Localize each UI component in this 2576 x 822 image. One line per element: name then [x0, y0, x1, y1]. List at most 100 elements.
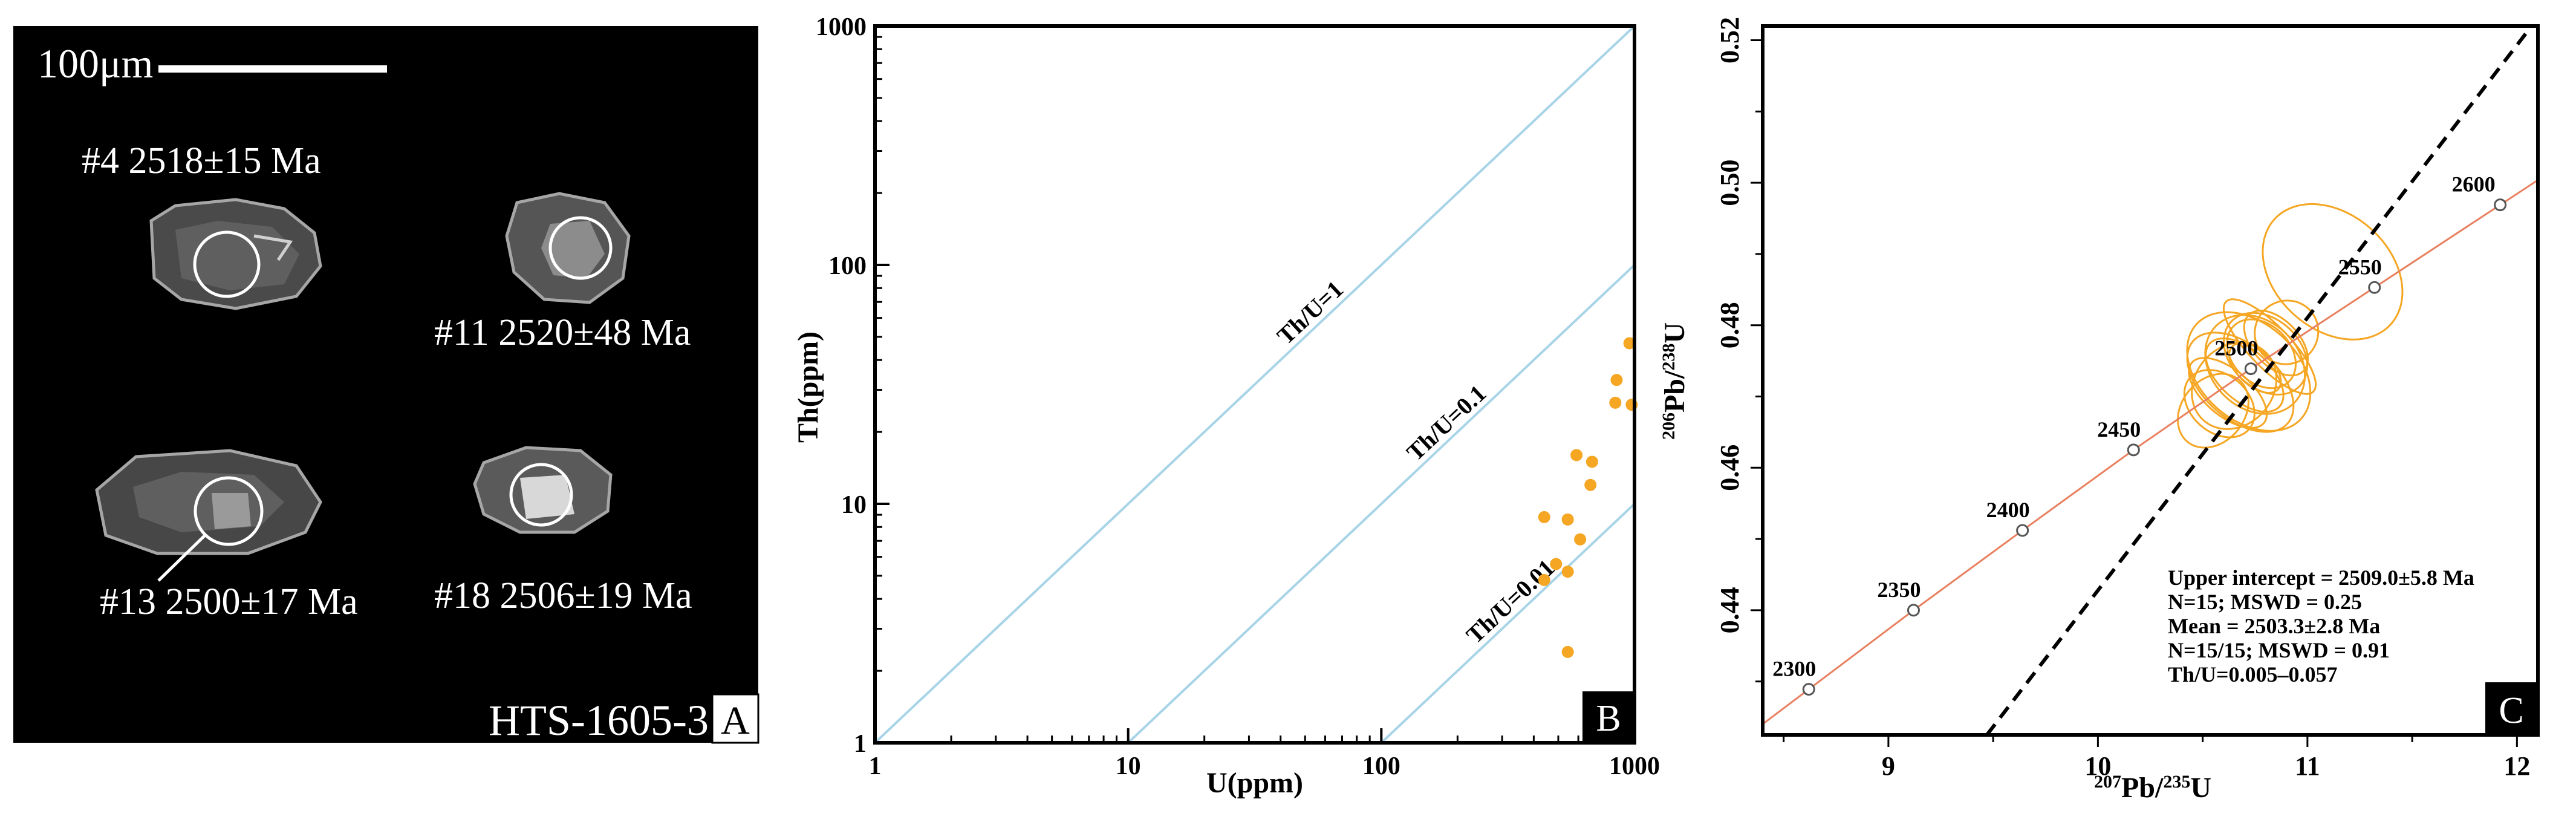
y-axis-label-sup2: 238 [1659, 344, 1679, 371]
panel-a-letter-box [711, 693, 759, 744]
reference-line-label: Th/U=0.01 [1461, 554, 1560, 649]
panel-c-frame [1761, 24, 2540, 737]
x-tick-label: 12 [2503, 751, 2530, 781]
data-point [1584, 478, 1597, 491]
y-axis-label: Th(ppm) [792, 331, 824, 443]
analysis-spot-4 [193, 230, 261, 298]
analysis-spot-13 [194, 476, 264, 546]
x-axis-label-sup2: 235 [2163, 772, 2190, 792]
reference-line [1127, 264, 1634, 743]
y-tick-label: 100 [828, 252, 867, 280]
panel-c-letter-box [2485, 682, 2538, 735]
annotation-upper-intercept: Upper intercept = 2509.0±5.8 Ma [2168, 566, 2474, 590]
zircon-grain-13 [95, 449, 322, 555]
x-axis-label: U(ppm) [1206, 767, 1303, 799]
zircon-grain-18 [473, 446, 613, 534]
age-marker [2127, 443, 2140, 457]
y-axis-ticks: 1 10 100 1000 [816, 13, 890, 758]
spot-label-4: #4 2518±15 Ma [82, 140, 321, 181]
age-marker-label: 2550 [2338, 255, 2382, 279]
panel-a-background [13, 26, 758, 743]
y-tick-label: 0.50 [1715, 160, 1745, 206]
data-point [1574, 533, 1587, 546]
age-marker [2368, 281, 2381, 294]
panel-b-letter: B [1596, 698, 1621, 739]
x-tick-label: 10 [2084, 751, 2111, 781]
annotation-n-mswd-mean: N=15/15; MSWD = 0.91 [2168, 638, 2390, 662]
x-axis-ticks: 1 10 100 1000 [869, 728, 1660, 780]
y-tick-label: 0.44 [1715, 587, 1745, 633]
age-marker [1907, 604, 1920, 617]
reference-line-label: Th/U=0.1 [1401, 379, 1491, 466]
panel-b-frame [873, 24, 1636, 745]
data-point [1561, 566, 1574, 578]
y-tick-label: 1 [854, 730, 867, 758]
scale-bar [158, 65, 387, 73]
data-points [1538, 337, 1638, 658]
y-tick-label: 0.48 [1715, 302, 1745, 348]
annotation-mean-age: Mean = 2503.3±2.8 Ma [2168, 614, 2380, 638]
analysis-spot-18 [509, 463, 573, 527]
data-point [1610, 374, 1623, 387]
panel-b-letter-box [1582, 691, 1634, 743]
panel-c-letter: C [2499, 690, 2523, 731]
age-marker-label: 2500 [2214, 336, 2258, 360]
data-point [1570, 449, 1583, 462]
data-point [1561, 513, 1574, 526]
reference-line [1380, 503, 1634, 743]
data-point [1538, 510, 1550, 523]
data-point [1609, 396, 1622, 409]
analysis-spot-11 [548, 216, 613, 280]
spot-13-leader-line [157, 533, 207, 582]
age-marker-label: 2600 [2452, 172, 2496, 197]
spot-label-13: #13 2500±17 Ma [100, 581, 358, 622]
scale-bar-label: 100μm [37, 41, 153, 86]
age-marker-label: 2300 [1772, 657, 1816, 681]
y-axis-label-tail: U [1659, 322, 1691, 344]
data-point [1538, 573, 1550, 586]
error-ellipse [2222, 298, 2317, 395]
results-annotation: Upper intercept = 2509.0±5.8 Ma N=15; MS… [2168, 566, 2474, 687]
age-markers: 2300 2350 2400 2450 2500 2550 2600 [1772, 172, 2507, 696]
data-point [1561, 645, 1574, 658]
age-marker-label: 2450 [2097, 417, 2141, 442]
error-ellipse [2205, 338, 2285, 413]
error-ellipse [2262, 203, 2404, 341]
y-axis-label-sup1: 206 [1659, 413, 1679, 440]
error-ellipse [2191, 341, 2278, 430]
reference-line-label: Th/U=1 [1272, 275, 1348, 350]
sample-id: HTS-1605-3 [489, 696, 709, 745]
spot-label-18: #18 2506±19 Ma [434, 575, 692, 616]
age-marker-label: 2350 [1877, 578, 1921, 602]
age-marker-label: 2400 [1986, 498, 2030, 522]
reference-line [875, 26, 1634, 743]
age-marker [1802, 683, 1815, 696]
spot-label-11: #11 2520±48 Ma [434, 312, 691, 353]
data-point [1586, 455, 1598, 468]
x-tick-label: 1000 [1609, 752, 1660, 780]
age-marker [2494, 198, 2507, 212]
panel-b: Th/U=1 Th/U=0.1 Th/U=0.01 1 10 100 1000 1 10 10… [792, 13, 1660, 799]
error-ellipse [2186, 311, 2312, 432]
panel-c: 2300 2350 2400 2450 2500 2550 2600 9 10 11 12 0.4… [1659, 17, 2540, 804]
x-tick-label: 9 [1882, 751, 1895, 781]
y-tick-label: 0.46 [1715, 445, 1745, 491]
annotation-th-u-range: Th/U=0.005–0.057 [2168, 662, 2338, 687]
age-marker [2244, 362, 2257, 376]
error-ellipse [2177, 373, 2249, 449]
y-tick-label: 1000 [816, 13, 867, 41]
x-axis-label-base: Pb/ [2121, 772, 2164, 804]
x-axis-label-sup1: 207 [2094, 772, 2121, 792]
error-ellipse [2254, 299, 2320, 365]
x-axis-label-tail: U [2190, 772, 2211, 804]
y-axis-label: 206Pb/238U [1659, 322, 1691, 440]
x-axis-ticks: 9 10 11 12 [1783, 735, 2530, 781]
zircon-grain-11 [505, 192, 631, 304]
y-axis-ticks: 0.44 0.46 0.48 0.50 0.52 [1715, 17, 1763, 683]
panel-a: 100μm #4 2518±15 Ma #11 2520±48 Ma #13 2… [13, 26, 759, 745]
age-marker [2016, 524, 2029, 537]
annotation-n-mswd: N=15; MSWD = 0.25 [2168, 590, 2362, 614]
error-ellipse [2243, 310, 2309, 377]
panel-a-letter: A [721, 699, 750, 743]
